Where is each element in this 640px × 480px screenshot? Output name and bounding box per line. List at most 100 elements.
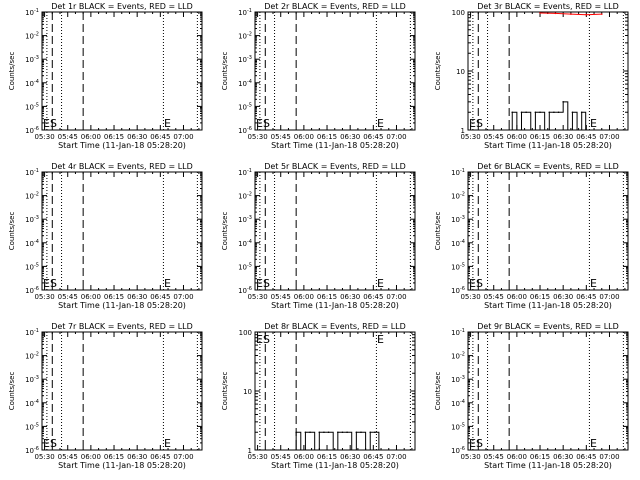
x-tick-label: 05:45 — [484, 453, 504, 461]
chart-panel: Det 1r BLACK = Events, RED = LLD 10-6 10-5… — [0, 0, 213, 160]
marker-es-label: ES — [43, 117, 57, 130]
x-tick-label: 07:00 — [173, 293, 193, 301]
x-tick-label: 05:30 — [34, 293, 54, 301]
x-tick-label: 06:45 — [363, 133, 383, 141]
x-tick-label: 06:30 — [127, 453, 147, 461]
y-tick-label: 10-3 — [238, 215, 252, 224]
events-point — [355, 431, 358, 434]
chart-svg: Det 6r BLACK = Events, RED = LLD 10-6 10-5… — [434, 162, 629, 310]
marker-e-label: E — [164, 277, 171, 290]
x-tick-label: 05:45 — [484, 133, 504, 141]
x-tick-label: 06:45 — [363, 293, 383, 301]
plot-frame — [467, 171, 629, 291]
y-tick-label: 1 — [461, 127, 465, 135]
y-tick-label: 10-4 — [238, 79, 252, 88]
marker-e-label: E — [590, 117, 597, 130]
y-tick-label: 10-4 — [25, 399, 39, 408]
events-point — [295, 431, 297, 434]
plot-frame — [254, 11, 416, 131]
y-tick-label: 10-3 — [25, 55, 39, 64]
marker-e-label: E — [164, 117, 171, 130]
events-point — [539, 111, 541, 114]
y-tick-label: 10-4 — [25, 239, 39, 248]
x-axis-label: Start Time (11-Jan-18 05:28:20) — [271, 141, 399, 150]
marker-es-label: ES — [43, 437, 57, 450]
y-tick-label: 10-6 — [451, 446, 465, 455]
y-tick-label: 10-3 — [451, 215, 465, 224]
chart-panel: Det 7r BLACK = Events, RED = LLD 10-6 10-5… — [0, 320, 213, 480]
x-axis-label: Start Time (11-Jan-18 05:28:20) — [271, 301, 399, 310]
x-tick-label: 06:45 — [576, 293, 596, 301]
marker-es-label: ES — [469, 437, 483, 450]
x-tick-label: 06:30 — [340, 293, 360, 301]
y-tick-label: 10-6 — [238, 126, 252, 135]
events-point — [304, 431, 307, 434]
y-axis-label: Counts/sec — [221, 52, 229, 91]
events-point — [360, 431, 362, 434]
y-tick-label: 10-5 — [25, 262, 39, 271]
chart-panel: Det 5r BLACK = Events, RED = LLD 10-6 10-5… — [213, 160, 426, 320]
x-tick-label: 06:30 — [553, 453, 573, 461]
chart-panel: Det 4r BLACK = Events, RED = LLD 10-6 10-5… — [0, 160, 213, 320]
plot-frame — [254, 331, 416, 451]
x-tick-label: 05:30 — [247, 453, 267, 461]
marker-e-label: E — [377, 333, 384, 346]
plot-frame — [467, 11, 629, 131]
chart-svg: Det 8r BLACK = Events, RED = LLD 1 10 100 05… — [221, 322, 416, 470]
x-axis-label: Start Time (11-Jan-18 05:28:20) — [271, 461, 399, 470]
y-tick-label: 10-5 — [451, 262, 465, 271]
chart-title: Det 6r BLACK = Events, RED = LLD — [477, 162, 619, 171]
chart-title: Det 9r BLACK = Events, RED = LLD — [477, 322, 619, 331]
chart-panel: Det 2r BLACK = Events, RED = LLD 10-6 10-5… — [213, 0, 426, 160]
y-tick-label: 10-1 — [451, 168, 465, 177]
x-tick-label: 05:30 — [460, 133, 480, 141]
x-tick-label: 06:15 — [104, 293, 124, 301]
x-tick-label: 06:00 — [294, 133, 314, 141]
x-axis-label: Start Time (11-Jan-18 05:28:20) — [484, 461, 612, 470]
events-point — [337, 431, 339, 434]
x-tick-label: 05:45 — [271, 293, 291, 301]
y-tick-label: 10 — [456, 68, 465, 76]
events-point — [562, 101, 564, 103]
marker-es-label: ES — [469, 277, 483, 290]
x-axis-label: Start Time (11-Jan-18 05:28:20) — [58, 301, 186, 310]
chart-svg: Det 2r BLACK = Events, RED = LLD 10-6 10-5… — [221, 2, 416, 150]
chart-svg: Det 3r BLACK = Events, RED = LLD 1 10 100 05… — [434, 2, 629, 150]
plot-frame — [254, 171, 416, 291]
lld-point — [570, 13, 572, 15]
x-tick-label: 06:45 — [576, 453, 596, 461]
marker-es-label: ES — [469, 117, 483, 130]
y-tick-label: 10-2 — [238, 32, 252, 41]
chart-svg: Det 5r BLACK = Events, RED = LLD 10-6 10-5… — [221, 162, 416, 310]
events-point — [346, 431, 348, 434]
events-point — [580, 111, 583, 114]
y-tick-label: 10-1 — [451, 328, 465, 337]
x-tick-label: 05:45 — [484, 293, 504, 301]
x-tick-label: 06:30 — [127, 133, 147, 141]
events-point — [369, 431, 372, 434]
x-tick-label: 06:00 — [81, 453, 101, 461]
y-tick-label: 10-2 — [451, 352, 465, 361]
x-tick-label: 07:00 — [386, 293, 406, 301]
chart-panel: Det 3r BLACK = Events, RED = LLD 1 10 100 05… — [426, 0, 639, 160]
events-point — [341, 431, 344, 434]
marker-e-label: E — [590, 437, 597, 450]
x-tick-label: 06:15 — [317, 293, 337, 301]
chart-title: Det 1r BLACK = Events, RED = LLD — [51, 2, 193, 11]
y-tick-label: 10-2 — [25, 192, 39, 201]
y-tick-label: 10-1 — [238, 8, 252, 17]
y-tick-label: 10-4 — [451, 399, 465, 408]
y-tick-label: 100 — [452, 9, 465, 17]
x-tick-label: 06:45 — [576, 133, 596, 141]
y-axis-label: Counts/sec — [221, 212, 229, 251]
marker-es-label: ES — [43, 277, 57, 290]
x-tick-label: 06:00 — [81, 293, 101, 301]
x-tick-label: 06:45 — [150, 293, 170, 301]
chart-svg: Det 1r BLACK = Events, RED = LLD 10-6 10-5… — [8, 2, 203, 150]
x-tick-label: 06:15 — [317, 453, 337, 461]
lld-point — [539, 12, 541, 14]
x-tick-label: 05:45 — [58, 453, 78, 461]
x-tick-label: 06:00 — [507, 133, 527, 141]
events-point — [520, 111, 523, 114]
